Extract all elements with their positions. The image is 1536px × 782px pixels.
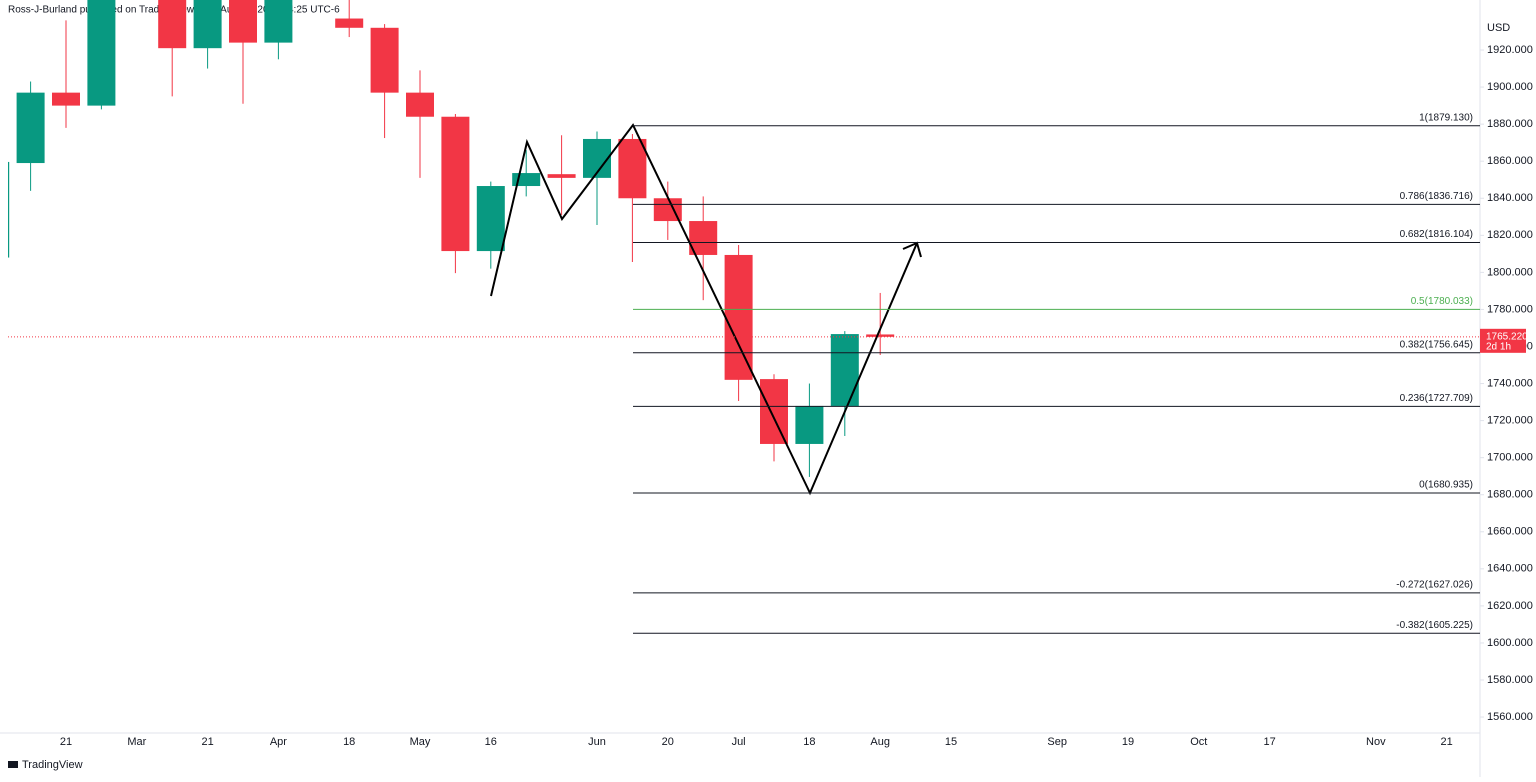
y-tick-label: 1720.000 (1487, 415, 1533, 427)
y-tick-label: 1840.000 (1487, 192, 1533, 204)
x-tick-label: 16 (485, 736, 497, 748)
x-tick-label: Jun (588, 736, 606, 748)
fib-label: 0.236(1727.709) (1400, 393, 1473, 404)
candle-body (547, 174, 576, 178)
candle-body (8, 161, 10, 258)
candle-body (476, 186, 505, 252)
y-tick-label: 1640.000 (1487, 563, 1533, 575)
y-tick-label: 1800.000 (1487, 266, 1533, 278)
x-tick-label: May (410, 736, 431, 748)
fib-label: 0.382(1756.645) (1400, 339, 1473, 350)
x-tick-label: 20 (662, 736, 674, 748)
x-tick-label: Oct (1190, 736, 1207, 748)
y-tick-label: 1900.000 (1487, 81, 1533, 93)
y-tick-label: 1560.000 (1487, 711, 1533, 723)
x-tick-label: 18 (803, 736, 815, 748)
y-tick-label: 1780.000 (1487, 303, 1533, 315)
pattern-line (490, 123, 918, 496)
candle-body (760, 379, 788, 444)
x-tick-label: Jul (732, 736, 746, 748)
fib-label: 0.5(1780.033) (1411, 296, 1473, 307)
x-tick-label: 19 (1122, 736, 1134, 748)
y-tick-label: 1600.000 (1487, 637, 1533, 649)
x-tick-label: Aug (870, 736, 890, 748)
candle-body (335, 18, 364, 28)
candle-body (87, 0, 116, 106)
y-tick-label: 1680.000 (1487, 489, 1533, 501)
candle-body (16, 92, 45, 164)
candle-body (370, 27, 399, 93)
logo-mark (8, 761, 18, 768)
y-tick-label: 1920.000 (1487, 44, 1533, 56)
x-tick-label: 21 (60, 736, 72, 748)
y-tick-label: 1880.000 (1487, 118, 1533, 130)
candle-body (795, 405, 824, 444)
brand: TradingView (22, 759, 83, 771)
currency: USD (1487, 22, 1510, 34)
candle-body (52, 92, 80, 106)
plot (8, 0, 895, 477)
x-tick-label: 18 (343, 736, 355, 748)
candle-body (193, 0, 222, 49)
candle-body (441, 116, 470, 252)
candle-body (618, 138, 647, 199)
y-tick-label: 1580.000 (1487, 674, 1533, 686)
fib-label: -0.382(1605.225) (1396, 620, 1473, 631)
candle-body (866, 334, 895, 337)
x-tick-label: 15 (945, 736, 957, 748)
x-tick-label: 21 (1440, 736, 1452, 748)
candle-body (264, 0, 293, 43)
last-price-box (1480, 328, 1526, 353)
y-tick-label: 1700.000 (1487, 452, 1533, 464)
y-tick-label: 1660.000 (1487, 526, 1533, 538)
fib-label: 1(1879.130) (1419, 112, 1473, 123)
y-tick-label: 1620.000 (1487, 600, 1533, 612)
x-tick-label: Nov (1366, 736, 1386, 748)
fib-label: 0.786(1836.716) (1400, 191, 1473, 202)
candle-body (406, 92, 434, 117)
fib-label: 0.682(1816.104) (1400, 229, 1473, 240)
fib-label: -0.272(1627.026) (1396, 580, 1473, 591)
x-tick-label: Apr (270, 736, 287, 748)
x-tick-label: Sep (1047, 736, 1067, 748)
x-tick-label: 17 (1263, 736, 1275, 748)
countdown-label: 2d 1h (1486, 341, 1511, 352)
x-tick-label: 21 (201, 736, 213, 748)
y-tick-label: 1860.000 (1487, 155, 1533, 167)
candle-body (724, 254, 753, 380)
candle-body (158, 0, 187, 49)
y-tick-label: 1740.000 (1487, 377, 1533, 389)
x-tick-label: Mar (127, 736, 146, 748)
candle-body (229, 0, 257, 43)
fib-label: 0(1680.935) (1419, 480, 1473, 491)
last-price-label: 1765.220 (1486, 331, 1528, 342)
y-tick-label: 1820.000 (1487, 229, 1533, 241)
logo: TradingView (8, 759, 83, 771)
candle-body (830, 334, 859, 406)
